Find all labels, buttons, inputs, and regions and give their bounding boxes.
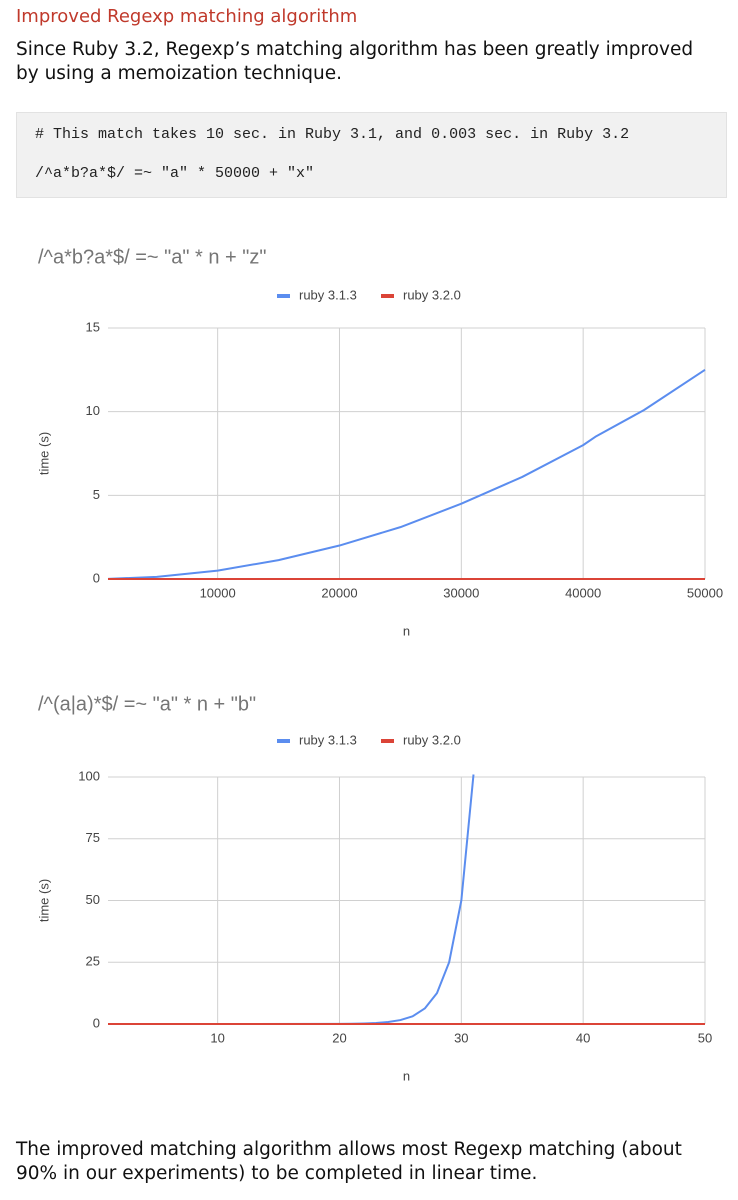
y-tick-label: 5 [93, 487, 100, 502]
x-tick-label: 50000 [687, 585, 723, 600]
y-tick-label: 100 [78, 768, 100, 783]
x-tick-label: 40 [576, 1030, 590, 1045]
y-axis-label: time (s) [36, 432, 51, 475]
x-tick-label: 20000 [321, 585, 357, 600]
intro-text: Since Ruby 3.2, Regexp’s matching algori… [16, 39, 694, 84]
x-axis-label: n [403, 1068, 410, 1083]
code-block: # This match takes 10 sec. in Ruby 3.1, … [16, 112, 727, 198]
outro-text: The improved matching algorithm allows m… [16, 1139, 682, 1184]
x-axis-label: n [403, 623, 410, 638]
y-tick-label: 10 [86, 403, 100, 418]
x-tick-label: 30000 [443, 585, 479, 600]
y-tick-label: 0 [93, 1015, 100, 1030]
y-tick-label: 50 [86, 892, 100, 907]
x-tick-label: 20 [332, 1030, 346, 1045]
chart-title: /^(a|a)*$/ =~ "a" * n + "b" [38, 693, 256, 715]
code-line: /^a*b?a*$/ =~ "a" * 50000 + "x" [35, 165, 315, 182]
y-tick-label: 75 [86, 830, 100, 845]
legend-label: ruby 3.1.3 [299, 287, 357, 302]
y-tick-label: 15 [86, 319, 100, 334]
x-tick-label: 50 [698, 1030, 712, 1045]
legend-label: ruby 3.1.3 [299, 732, 357, 747]
x-tick-label: 10 [210, 1030, 224, 1045]
x-tick-label: 40000 [565, 585, 601, 600]
data-line [107, 368, 706, 580]
x-tick-label: 30 [454, 1030, 468, 1045]
heading: Improved Regexp matching algorithm [16, 6, 358, 27]
chart-title: /^a*b?a*$/ =~ "a" * n + "z" [38, 246, 267, 268]
legend-label: ruby 3.2.0 [403, 732, 461, 747]
y-tick-label: 25 [86, 954, 100, 969]
x-tick-label: 10000 [200, 585, 236, 600]
y-axis-label: time (s) [36, 879, 51, 922]
y-tick-label: 0 [93, 570, 100, 585]
data-line [108, 774, 475, 1025]
legend-label: ruby 3.2.0 [403, 287, 461, 302]
code-line: # This match takes 10 sec. in Ruby 3.1, … [35, 126, 630, 143]
